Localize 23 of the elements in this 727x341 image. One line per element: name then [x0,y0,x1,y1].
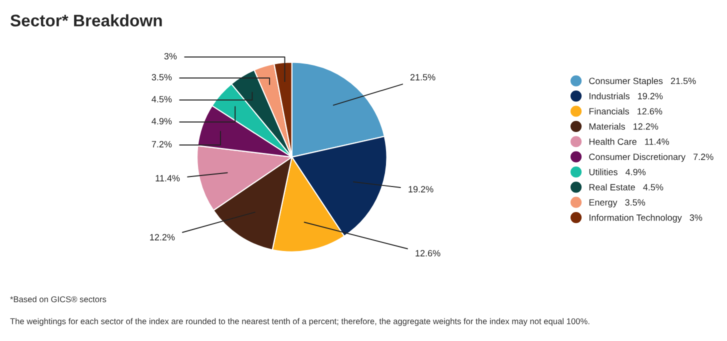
legend-label: Financials 12.6% [589,108,662,114]
legend-label: Information Technology 3% [590,214,702,223]
legend-label: Consumer Discretionary 7.2% [589,153,714,162]
chart-title: Sector* Breakdown [10,14,162,26]
data-label: 3.5% [152,74,172,80]
legend-label: Consumer Staples 21.5% [589,77,696,86]
legend-label: Energy 3.5% [589,199,646,208]
legend-label: Materials 12.2% [589,123,658,130]
legend-label: Industrials 19.2% [590,92,663,100]
legend-label: Real Estate 4.5% [589,184,664,190]
data-label: 12.2% [150,234,175,240]
text: The weightings for each sector of the index are rounded to the nearest tenth of a percent; therefore, the aggregate weights for the index may not equal 100%. [10,318,590,326]
data-label: 7.2% [152,141,172,148]
data-label: 19.2% [408,186,434,192]
data-label: 11.4% [156,175,180,182]
data-label: 12.6% [416,250,440,256]
text: *Based on GICS® sectors [10,296,106,302]
data-label: 3% [164,53,177,60]
legend-label: Utilities 4.9% [589,168,646,176]
data-label: 21.5% [410,74,436,80]
legend-label: Health Care 11.4% [589,138,670,145]
data-label: 4.5% [152,96,172,102]
data-label: 4.9% [152,118,172,124]
